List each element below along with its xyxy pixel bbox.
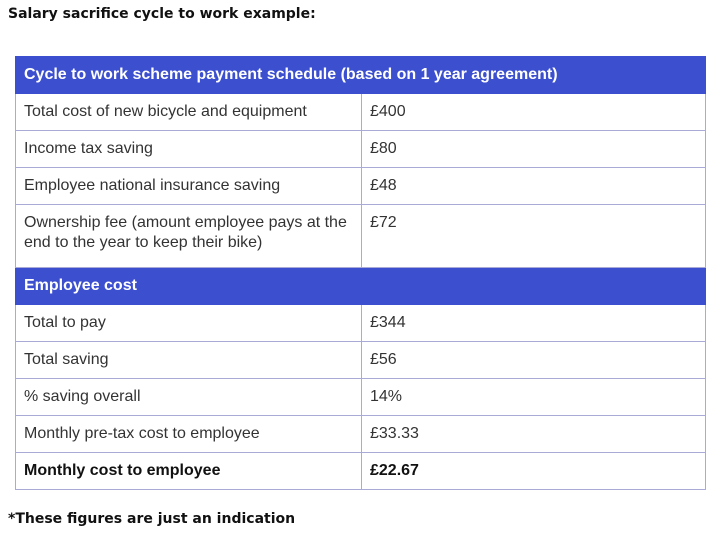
- page-title: Salary sacrifice cycle to work example:: [8, 6, 316, 22]
- row-value: £344: [361, 304, 706, 342]
- table-header: Cycle to work scheme payment schedule (b…: [15, 56, 706, 94]
- row-value: 14%: [361, 378, 706, 416]
- disclaimer-note: *These figures are just an indication: [8, 511, 296, 527]
- row-value: £22.67: [361, 452, 706, 490]
- table-row: Ownership fee (amount employee pays at t…: [15, 204, 706, 268]
- table-row-total: Monthly cost to employee £22.67: [15, 452, 706, 490]
- row-value: £48: [361, 167, 706, 205]
- table-row: Monthly pre-tax cost to employee £33.33: [15, 415, 706, 453]
- row-label: Monthly pre-tax cost to employee: [15, 415, 362, 453]
- row-label: Total cost of new bicycle and equipment: [15, 93, 362, 131]
- row-value: £72: [361, 204, 706, 268]
- table-row: Total saving £56: [15, 341, 706, 379]
- row-label: Employee national insurance saving: [15, 167, 362, 205]
- row-value: £400: [361, 93, 706, 131]
- section-header-row: Employee cost: [15, 267, 706, 305]
- table-header-row: Cycle to work scheme payment schedule (b…: [15, 56, 706, 94]
- row-label: % saving overall: [15, 378, 362, 416]
- row-label: Total saving: [15, 341, 362, 379]
- payment-schedule-table: Cycle to work scheme payment schedule (b…: [15, 56, 706, 490]
- table-row: Total cost of new bicycle and equipment …: [15, 93, 706, 131]
- row-value: £56: [361, 341, 706, 379]
- row-label: Ownership fee (amount employee pays at t…: [15, 204, 362, 268]
- table-row: Income tax saving £80: [15, 130, 706, 168]
- row-value: £33.33: [361, 415, 706, 453]
- row-label: Monthly cost to employee: [15, 452, 362, 490]
- table-row: Employee national insurance saving £48: [15, 167, 706, 205]
- table-row: Total to pay £344: [15, 304, 706, 342]
- row-value: £80: [361, 130, 706, 168]
- row-label: Total to pay: [15, 304, 362, 342]
- section-header: Employee cost: [15, 267, 706, 305]
- row-label: Income tax saving: [15, 130, 362, 168]
- table-row: % saving overall 14%: [15, 378, 706, 416]
